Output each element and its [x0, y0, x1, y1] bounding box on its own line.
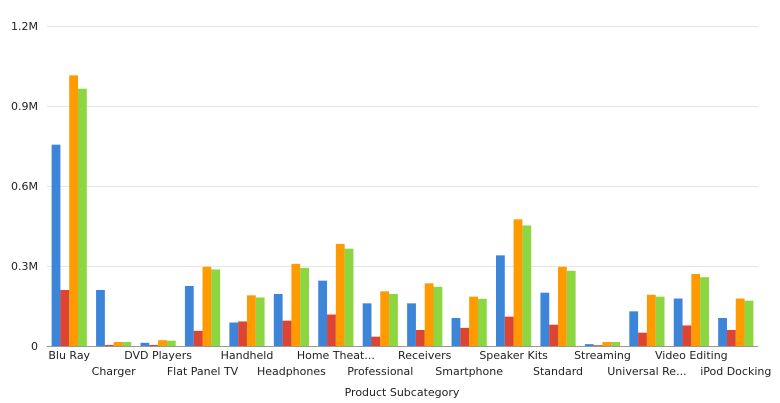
x-tick-label: Charger: [92, 365, 136, 378]
bar: [460, 327, 470, 346]
bar: [415, 330, 425, 346]
bar: [424, 283, 434, 346]
y-tick-label: 0.3M: [11, 260, 38, 273]
bar: [78, 88, 87, 347]
bar: [673, 298, 683, 346]
bar: [504, 316, 514, 346]
x-tick-label: Smartphone: [435, 365, 503, 378]
bar: [229, 322, 239, 346]
bar: [726, 330, 736, 346]
bar: [513, 219, 523, 346]
bar: [300, 267, 310, 346]
x-tick-label: Handheld: [221, 349, 274, 362]
bar: [735, 298, 745, 346]
bar: [255, 297, 265, 346]
bar: [477, 298, 487, 346]
bar: [638, 332, 647, 346]
bar: [104, 344, 114, 346]
bar: [282, 320, 292, 346]
x-tick-label: Streaming: [574, 349, 631, 362]
x-tick-label: Headphones: [257, 365, 326, 378]
bar: [96, 290, 105, 346]
bar: [140, 342, 150, 346]
bar: [184, 286, 194, 346]
bar: [291, 263, 301, 346]
bar: [51, 144, 61, 346]
bar: [566, 270, 576, 346]
bar: [158, 340, 167, 346]
bar: [549, 324, 559, 346]
bar: [389, 294, 398, 346]
bar: [682, 325, 692, 346]
bar: [495, 255, 505, 346]
bar: [584, 344, 594, 346]
bar: [122, 342, 132, 346]
bar: [193, 330, 203, 346]
bar: [540, 292, 550, 346]
bar: [69, 75, 79, 346]
bar: [273, 294, 283, 346]
bar: [238, 321, 247, 346]
bar: [646, 294, 656, 346]
x-tick-label: Blu Ray: [48, 349, 90, 362]
x-tick-label: Home Theat...: [297, 349, 375, 362]
x-tick-label: DVD Players: [124, 349, 192, 362]
bar: [522, 225, 532, 346]
bar: [60, 290, 70, 346]
bar: [718, 318, 727, 346]
bar: [362, 303, 372, 346]
bars: [51, 75, 754, 347]
bar: [371, 336, 381, 346]
bar: [655, 296, 665, 346]
bar: [593, 345, 603, 346]
bar: [335, 243, 345, 346]
bar: [611, 342, 621, 346]
x-tick-label: Standard: [533, 365, 583, 378]
bar: [202, 266, 212, 346]
x-tick-label: iPod Docking: [700, 365, 771, 378]
bar: [344, 248, 354, 346]
bar: [433, 286, 443, 346]
bar: [327, 314, 336, 346]
bar: [744, 300, 754, 346]
bar: [602, 342, 612, 346]
bar: [149, 344, 159, 346]
bar: [691, 274, 701, 346]
bar: [211, 269, 221, 346]
bar: [407, 303, 416, 346]
bar: [558, 266, 567, 346]
y-tick-label: 1.2M: [11, 20, 38, 33]
bar: [380, 291, 390, 346]
gridlines: [47, 26, 758, 267]
x-axis-title: Product Subcategory: [345, 386, 460, 399]
x-tick-label: Professional: [347, 365, 413, 378]
y-tick-label: 0.6M: [11, 180, 38, 193]
bar: [700, 277, 709, 346]
x-tick-label: Universal Re...: [607, 365, 686, 378]
bar: [113, 342, 123, 346]
y-tick-label: 0: [31, 340, 38, 353]
x-tick-label: Flat Panel TV: [167, 365, 239, 378]
x-tick-label: Speaker Kits: [479, 349, 548, 362]
x-tick-label: Receivers: [398, 349, 452, 362]
bar: [469, 296, 478, 346]
y-axis: 0 0.3M 0.6M 0.9M 1.2M: [11, 20, 38, 353]
bar: [246, 295, 256, 346]
bar: [451, 318, 461, 346]
bar: [318, 280, 328, 346]
bar: [166, 340, 176, 346]
x-tick-label: Video Editing: [655, 349, 728, 362]
y-tick-label: 0.9M: [11, 100, 38, 113]
bar: [629, 311, 639, 346]
